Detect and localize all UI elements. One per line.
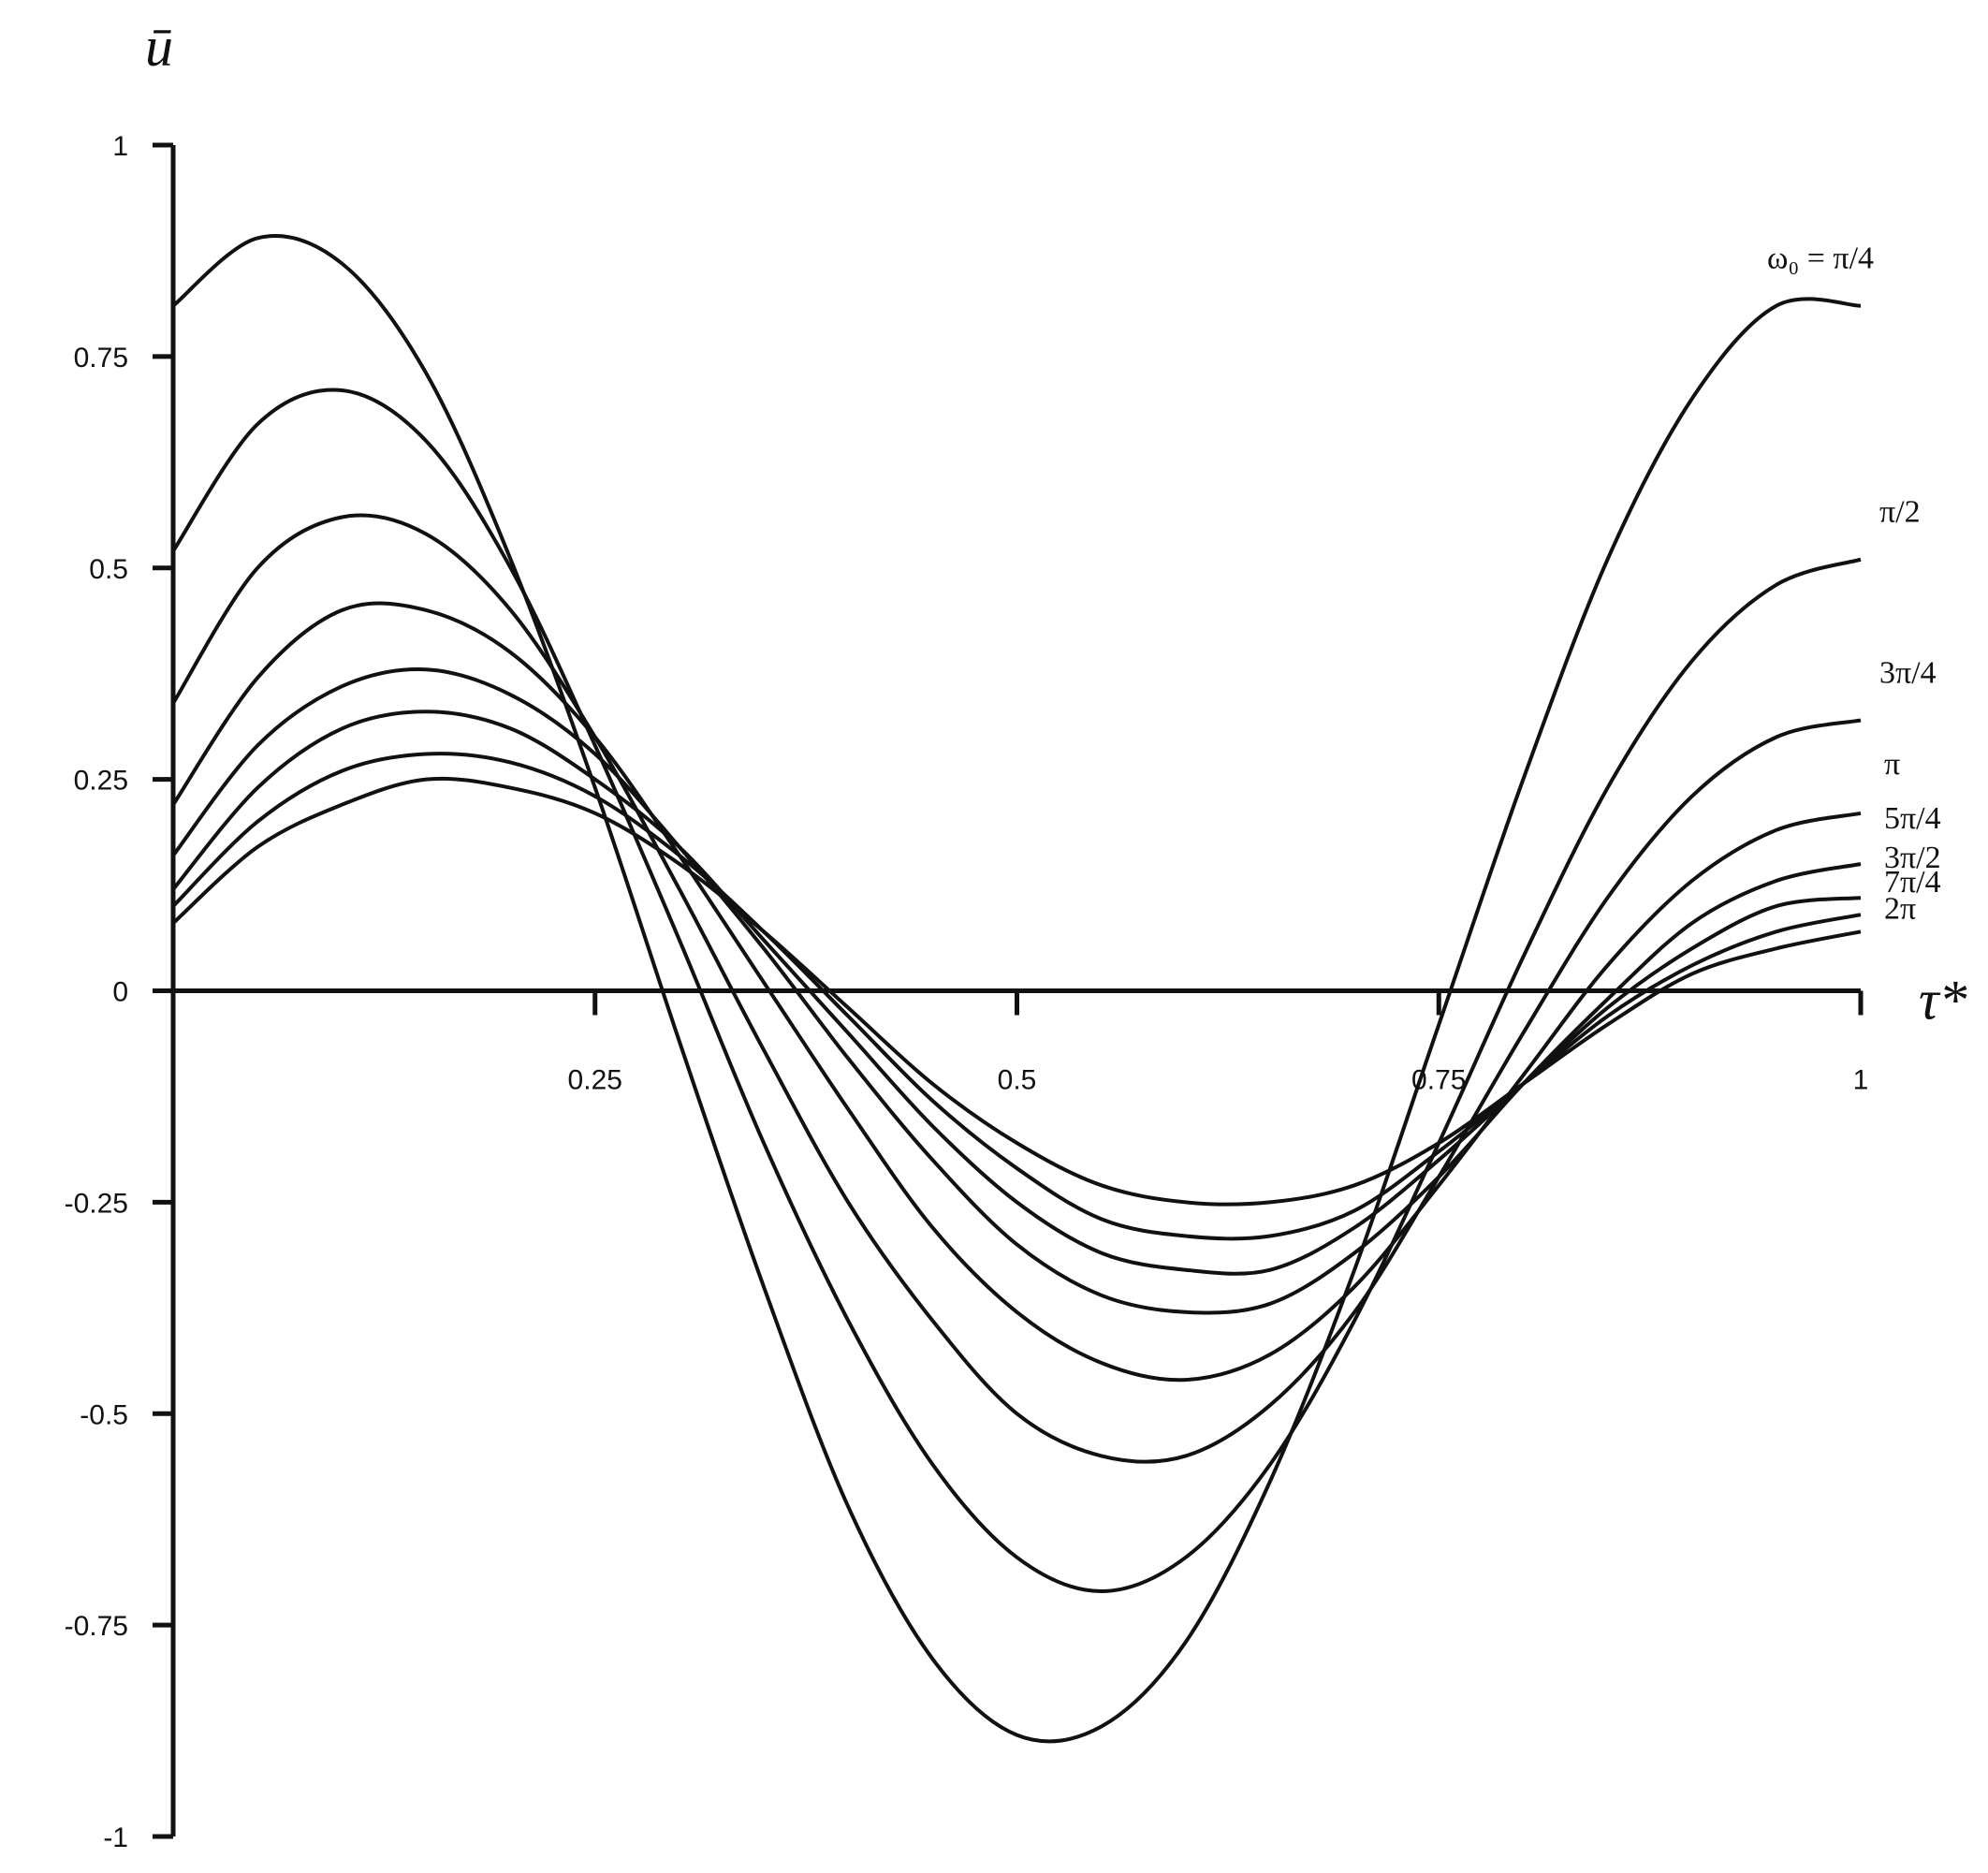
y-tick-label: 0.25 [74, 766, 128, 797]
series-label: 5π/4 [1884, 801, 1941, 836]
y-tick-label: 0.5 [89, 554, 128, 585]
x-tick-label: 1 [1853, 1065, 1869, 1096]
series-label: 2π [1884, 891, 1916, 926]
y-tick-label: 1 [112, 131, 128, 162]
x-axis-label: τ* [1919, 970, 1966, 1032]
y-tick-label: 0 [112, 977, 128, 1008]
series-line [171, 388, 1862, 1593]
x-tick-label: 0.25 [568, 1065, 622, 1096]
series-line [171, 666, 1862, 1315]
series-label: 3π/2 [1884, 841, 1941, 875]
series-label: ω₀ = π/4 [1767, 241, 1874, 276]
y-tick-label: 0.75 [74, 343, 128, 373]
series-group [171, 234, 1862, 1744]
series-label: π [1884, 747, 1900, 782]
y-tick-label: -1 [103, 1822, 128, 1853]
series-line [171, 710, 1862, 1276]
y-tick-label: -0.75 [65, 1611, 128, 1642]
series-line [171, 601, 1862, 1383]
series-line [171, 234, 1862, 1744]
series-line [171, 513, 1862, 1464]
series-label-group: ω₀ = π/4 π/2 3π/4 π 5π/4 3π/27π/42π [1767, 241, 1941, 927]
y-tick-label: -0.5 [80, 1399, 128, 1430]
series-label: π/2 [1879, 495, 1921, 530]
series-label: 3π/4 [1879, 655, 1937, 690]
y-axis-label: ū [145, 16, 173, 78]
x-tick-label: 0.5 [998, 1065, 1037, 1096]
series-line [171, 752, 1862, 1241]
y-tick-label: -0.25 [65, 1188, 128, 1219]
tick-group: 10.750.50.250-0.25-0.5-0.75-10.25 0.5 0.75… [65, 131, 1869, 1853]
series-label: 7π/4 [1884, 865, 1941, 900]
series-line [171, 776, 1862, 1207]
